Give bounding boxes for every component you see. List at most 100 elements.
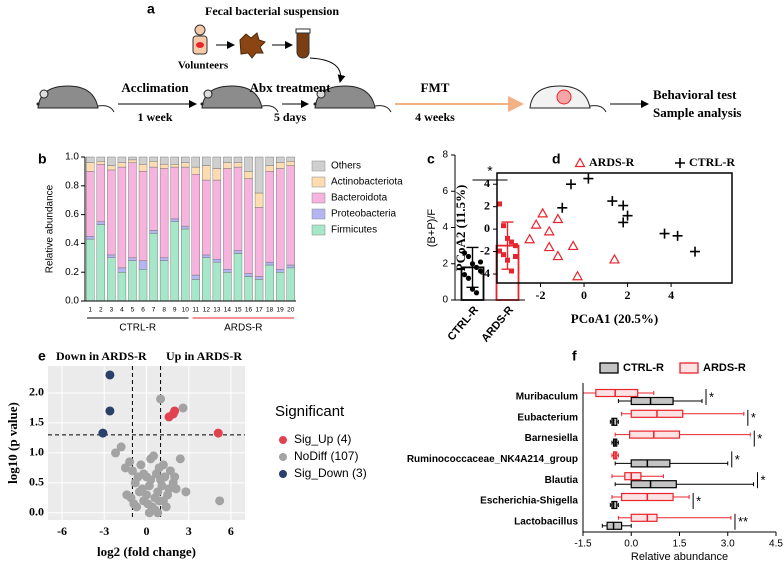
box	[630, 513, 658, 522]
data-point	[153, 508, 163, 518]
data-point	[565, 179, 576, 190]
data-point	[132, 502, 142, 512]
bar-segment	[107, 257, 116, 302]
y-tick-label: 0.0	[65, 296, 79, 307]
legend-marker	[675, 158, 685, 168]
bar-segment	[170, 163, 179, 168]
x-tick-label: 20	[287, 307, 295, 314]
bar-segment	[107, 156, 116, 166]
y-axis-label: log10 (p value)	[5, 402, 20, 484]
data-point	[144, 508, 154, 518]
significance-label: *	[735, 452, 740, 467]
data-point	[105, 370, 115, 380]
panel-label: b	[38, 151, 47, 167]
category-label: Ruminococcaceae_NK4A214_group	[407, 454, 578, 465]
bar-segment	[233, 156, 243, 163]
bar-segment	[286, 161, 295, 166]
bar-segment	[170, 156, 179, 165]
x-tick-label: 0	[581, 288, 587, 302]
legend-swatch	[311, 176, 326, 188]
legend-label: Firmicutes	[331, 225, 377, 236]
bar-segment	[86, 171, 95, 237]
bar-segment	[159, 257, 169, 261]
y-tick-label: 0.6	[65, 209, 79, 220]
significance-label: *	[709, 389, 714, 404]
y-axis-label: PCoA2 (11.5%)	[453, 185, 468, 272]
x-tick-label: 10	[182, 307, 190, 314]
bar-segment	[128, 162, 137, 258]
bar-segment	[128, 260, 137, 302]
y-tick-label: 4	[484, 176, 490, 190]
bar-segment	[96, 224, 106, 302]
data-point	[618, 217, 629, 228]
bar-segment	[286, 156, 295, 162]
x-tick-label: 6	[228, 524, 234, 538]
legend-swatch	[599, 362, 619, 374]
legend-swatch	[311, 224, 326, 236]
bar-segment	[86, 235, 95, 240]
data-point	[161, 502, 171, 512]
legend-label: NoDiff (107)	[294, 449, 358, 463]
group-label: ARDS-R	[224, 323, 262, 334]
step-duration: 4 weeks	[415, 110, 455, 124]
y-axis-label: Relative abundance	[45, 184, 56, 273]
bar-segment	[191, 156, 200, 168]
bar-segment	[191, 274, 200, 280]
data-point	[156, 394, 166, 404]
data-point	[465, 275, 472, 281]
data-point	[461, 272, 468, 278]
bar-segment	[86, 238, 95, 302]
legend-swatch	[311, 192, 326, 204]
y-tick-label: -2	[480, 243, 490, 257]
x-tick-label: 5	[131, 307, 135, 314]
y-tick-label: 4	[442, 222, 448, 233]
data-point	[465, 253, 472, 260]
x-tick-label: 2	[625, 288, 631, 302]
x-tick-label: 18	[266, 307, 274, 314]
bar-segment	[223, 168, 232, 270]
x-tick-label: 15	[234, 307, 242, 314]
y-tick-label: 1.0	[29, 445, 44, 459]
source-label: Fecal bacterial suspension	[205, 4, 339, 18]
category-label: Blautia	[545, 475, 579, 486]
step-label: Acclimation	[121, 80, 189, 95]
bar-segment	[233, 250, 243, 254]
significance-label: *	[760, 473, 765, 488]
bar-segment	[223, 162, 232, 169]
data-point	[509, 268, 514, 274]
x-tick-label: 1	[88, 307, 92, 314]
data-point	[543, 225, 555, 236]
x-tick-label: 0.0	[624, 539, 638, 550]
annotation: Up in ARDS-R	[166, 349, 242, 363]
x-tick-label: 7	[152, 307, 156, 314]
step-label: FMT	[421, 80, 450, 95]
bar-segment	[138, 171, 148, 261]
data-point	[139, 469, 149, 479]
data-point	[213, 428, 223, 438]
bar-segment	[138, 269, 148, 302]
bar-segment	[159, 156, 169, 165]
group-label: CTRL-R	[119, 323, 156, 334]
bar-segment	[170, 221, 179, 302]
step-duration: 5 days	[274, 110, 307, 124]
x-tick-label: CTRL-R	[446, 304, 482, 343]
bar-segment	[170, 218, 179, 222]
bar-segment	[181, 225, 190, 230]
bar-segment	[212, 261, 222, 302]
bar-segment	[212, 156, 222, 169]
x-tick-label: -2	[536, 288, 546, 302]
data-point	[461, 250, 468, 256]
data-point	[116, 442, 126, 452]
x-tick-label: ARDS-R	[479, 304, 516, 345]
panel-label: a	[147, 1, 155, 17]
bar-segment	[107, 165, 116, 171]
bar-segment	[233, 162, 243, 168]
data-point	[513, 243, 518, 249]
bar-segment	[181, 162, 190, 168]
data-point	[622, 210, 633, 221]
data-point	[154, 463, 164, 473]
bar-segment	[191, 166, 200, 175]
data-point	[567, 240, 579, 251]
box	[611, 417, 618, 426]
